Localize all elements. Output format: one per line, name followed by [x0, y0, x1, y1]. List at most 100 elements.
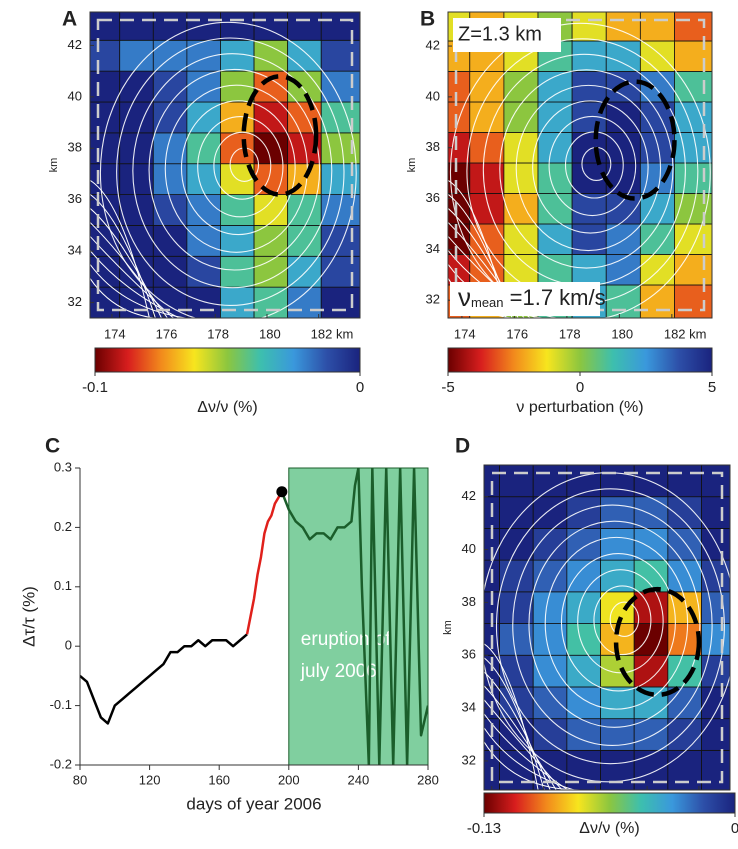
- x-tick-label: 178: [559, 326, 581, 341]
- colorbar-tick-label: 0: [356, 379, 364, 396]
- y-tick-label: 0.3: [54, 459, 72, 474]
- x-tick-label: 280: [417, 772, 439, 787]
- contour: [90, 264, 186, 318]
- annotation-box: [450, 282, 600, 316]
- cell: [571, 12, 607, 42]
- cell: [701, 591, 730, 624]
- cell: [152, 225, 188, 257]
- cell: [701, 496, 730, 529]
- cell: [320, 39, 360, 72]
- cell: [90, 39, 121, 72]
- cell: [571, 254, 607, 286]
- cell: [566, 559, 601, 593]
- anomaly-outline: [613, 586, 702, 698]
- y-axis-label: Δτ/τ (%): [19, 586, 38, 647]
- cell: [639, 71, 675, 103]
- cell: [499, 465, 534, 498]
- cell: [499, 496, 534, 529]
- y-tick-label: -0.2: [50, 756, 72, 771]
- cell: [253, 12, 289, 41]
- cell: [566, 623, 601, 656]
- cell: [537, 223, 573, 255]
- cell: [90, 163, 121, 195]
- series-line: [80, 633, 248, 725]
- cell: [320, 163, 360, 195]
- x-tick-label: 178: [207, 326, 229, 341]
- cell: [220, 286, 255, 318]
- cell: [320, 255, 360, 288]
- y-axis-label: km: [48, 158, 60, 173]
- cell: [119, 70, 154, 103]
- cell: [701, 465, 730, 498]
- cell: [152, 39, 188, 72]
- x-tick-label: 240: [348, 772, 370, 787]
- cell: [600, 591, 635, 624]
- cell: [600, 496, 635, 529]
- cell: [220, 194, 255, 226]
- cell: [448, 254, 471, 286]
- cell: [503, 71, 539, 103]
- cell: [253, 225, 289, 257]
- cell: [639, 12, 675, 42]
- y-tick-label: 38: [426, 139, 440, 154]
- y-tick-label: 0.1: [54, 578, 72, 593]
- boundary-dash: [96, 18, 354, 312]
- cell: [90, 101, 121, 134]
- contour: [515, 84, 662, 252]
- y-tick-label: 40: [462, 541, 476, 556]
- boundary-dash: [490, 471, 724, 784]
- contour: [495, 488, 725, 765]
- y-tick-label: 40: [68, 88, 82, 103]
- y-tick-label: 42: [462, 488, 476, 503]
- cell: [320, 286, 360, 318]
- cell: [186, 255, 221, 288]
- y-tick-label: 38: [462, 594, 476, 609]
- y-tick-label: 42: [68, 37, 82, 52]
- cell: [90, 255, 121, 288]
- y-tick-label: 0: [65, 638, 72, 653]
- map-frame: [89, 11, 361, 319]
- contour: [484, 741, 581, 790]
- y-tick-label: 36: [426, 190, 440, 205]
- cell: [674, 284, 712, 318]
- y-axis-label: km: [406, 158, 418, 173]
- annotation-subscript: mean: [471, 295, 504, 310]
- series-line: [280, 468, 428, 765]
- colorbar-tick-label: 0: [731, 820, 738, 837]
- cell: [571, 132, 607, 164]
- highlight-point: [276, 486, 288, 498]
- x-tick-label: 174: [104, 326, 126, 341]
- cell: [633, 654, 669, 688]
- cell: [90, 132, 121, 165]
- y-axis-label: km: [442, 620, 454, 635]
- cell: [532, 465, 568, 498]
- cell: [503, 101, 539, 133]
- shaded-label: july 2006: [300, 661, 377, 682]
- cell: [499, 749, 534, 790]
- cell: [633, 718, 669, 751]
- y-tick-label: 36: [462, 647, 476, 662]
- cell: [119, 163, 154, 195]
- y-tick-label: 34: [68, 243, 82, 258]
- cell: [633, 559, 669, 593]
- cell: [532, 718, 568, 751]
- colorbar-tick-label: 0: [576, 379, 584, 396]
- cell: [537, 162, 573, 194]
- cell: [253, 39, 289, 72]
- cell: [633, 528, 669, 561]
- cell: [566, 528, 601, 561]
- cell: [469, 132, 505, 164]
- annotation: νmean =1.7 km/s: [458, 282, 606, 312]
- cell: [667, 528, 702, 561]
- cell: [566, 749, 601, 790]
- contour: [499, 69, 674, 269]
- cell: [152, 70, 188, 103]
- colorbar: [447, 347, 713, 373]
- x-tick-label: 180: [259, 326, 281, 341]
- colorbar-tick-label: 5: [708, 379, 716, 396]
- cell: [566, 465, 601, 498]
- cell: [320, 12, 360, 41]
- colorbar-tick-label: -0.1: [82, 379, 108, 396]
- cell: [287, 12, 322, 41]
